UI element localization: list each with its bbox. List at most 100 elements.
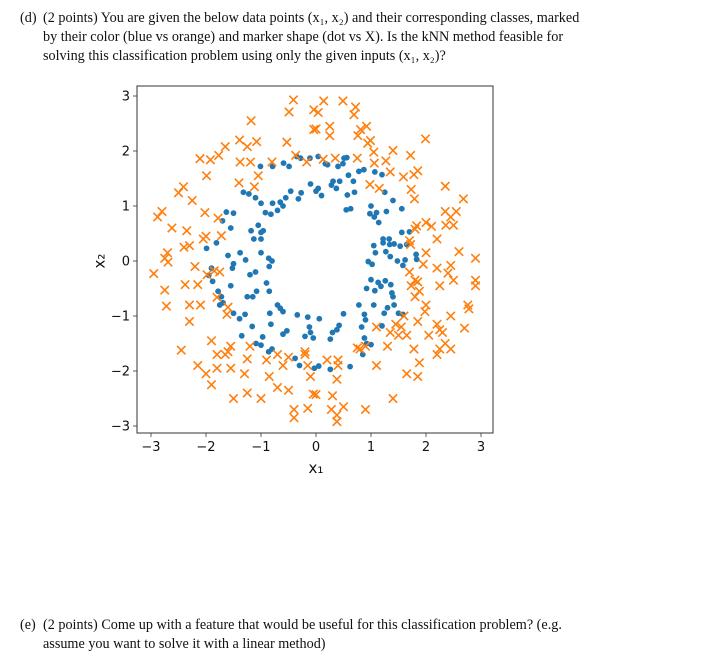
x-marker [390, 319, 401, 330]
x-marker [338, 96, 348, 106]
x-marker [205, 155, 216, 165]
dot-marker [250, 236, 257, 242]
x-marker [443, 268, 453, 278]
x-marker [239, 368, 250, 379]
dot-marker [255, 222, 262, 229]
dot-marker [203, 245, 210, 252]
x-marker [184, 240, 195, 251]
x-marker [368, 147, 379, 157]
y-axis-ticks: −3 −2 −1 0 1 2 3 [111, 90, 137, 435]
x-marker [396, 322, 407, 332]
y-tick-label: −1 [111, 310, 130, 325]
x-tick-label: 1 [367, 440, 375, 455]
x-marker [253, 170, 264, 181]
dot-marker [344, 192, 351, 198]
x-marker [385, 167, 396, 177]
x-marker [448, 275, 459, 286]
x-marker [412, 316, 423, 327]
dot-marker [287, 188, 294, 195]
x-marker [283, 352, 294, 363]
question-d-line-1: (2 points) You are given the below data … [43, 10, 580, 26]
dot-marker [402, 257, 408, 263]
x-marker [235, 157, 245, 167]
dot-marker [263, 280, 270, 286]
x-marker [352, 153, 363, 163]
x-marker [300, 346, 310, 357]
dot-marker [266, 288, 273, 295]
x-marker [282, 137, 292, 147]
dot-marker [316, 315, 323, 322]
dot-marker [246, 191, 252, 197]
dot-marker [304, 314, 311, 320]
x-tick-label: −3 [141, 440, 160, 455]
x-marker [365, 135, 376, 146]
x-marker [420, 306, 430, 317]
question-e-label: (e) [20, 617, 36, 633]
dot-marker [413, 256, 420, 263]
dot-marker [335, 163, 341, 170]
dot-marker [343, 154, 350, 161]
dot-marker [253, 340, 259, 347]
dot-marker [311, 365, 318, 372]
dot-marker [307, 329, 314, 336]
dot-marker [394, 258, 401, 264]
dot-marker [269, 200, 276, 207]
x-marker [245, 341, 255, 352]
x-marker [272, 349, 283, 360]
dot-marker [400, 262, 406, 269]
dot-marker [327, 336, 334, 342]
dot-marker [296, 362, 303, 369]
dot-marker [378, 283, 384, 290]
dot-marker [379, 323, 385, 329]
dot-marker [294, 312, 301, 318]
dot-marker [265, 348, 272, 355]
dot-marker [361, 311, 368, 318]
x-marker [195, 153, 205, 164]
question-e-text: (2 points) Come up with a feature that w… [43, 616, 683, 654]
y-axis-label: x₂ [91, 254, 109, 269]
dot-marker [362, 316, 369, 323]
dot-marker [351, 189, 358, 196]
x-marker [401, 330, 412, 341]
x-marker [300, 349, 310, 360]
dot-marker [306, 324, 313, 330]
dot-marker [258, 249, 264, 256]
dot-marker [227, 282, 234, 289]
dot-marker [382, 248, 389, 255]
x-marker [388, 393, 398, 404]
dot-marker [295, 195, 302, 202]
x-marker [338, 401, 349, 412]
y-tick-label: 1 [122, 200, 130, 215]
x-marker [360, 341, 371, 352]
dot-marker [347, 205, 354, 212]
x-marker [426, 221, 437, 232]
x-axis-label: x₁ [309, 459, 324, 477]
x-marker [190, 261, 200, 272]
x-axis-ticks: −3 −2 −1 0 1 2 3 [141, 433, 485, 455]
dot-marker [249, 293, 256, 300]
x-marker [283, 385, 294, 396]
dot-marker [368, 276, 374, 283]
x-marker [360, 404, 371, 415]
dot-marker [336, 322, 342, 329]
dot-marker [375, 219, 382, 226]
dot-marker [330, 178, 336, 185]
dot-marker [347, 363, 353, 370]
x-marker [220, 141, 231, 152]
dot-marker [350, 178, 357, 185]
dot-marker [387, 281, 394, 288]
dot-marker [383, 208, 390, 215]
x-marker [212, 292, 222, 303]
dot-marker [215, 288, 222, 295]
dot-marker [213, 239, 220, 246]
dot-marker [340, 310, 347, 317]
dot-marker [373, 209, 380, 216]
x-marker [200, 207, 210, 218]
dot-marker [268, 321, 274, 328]
x-marker [349, 109, 359, 120]
dot-marker [237, 249, 244, 256]
x-marker [305, 371, 316, 382]
dot-marker [268, 211, 274, 218]
x-marker [289, 412, 299, 423]
x-marker [445, 311, 456, 321]
